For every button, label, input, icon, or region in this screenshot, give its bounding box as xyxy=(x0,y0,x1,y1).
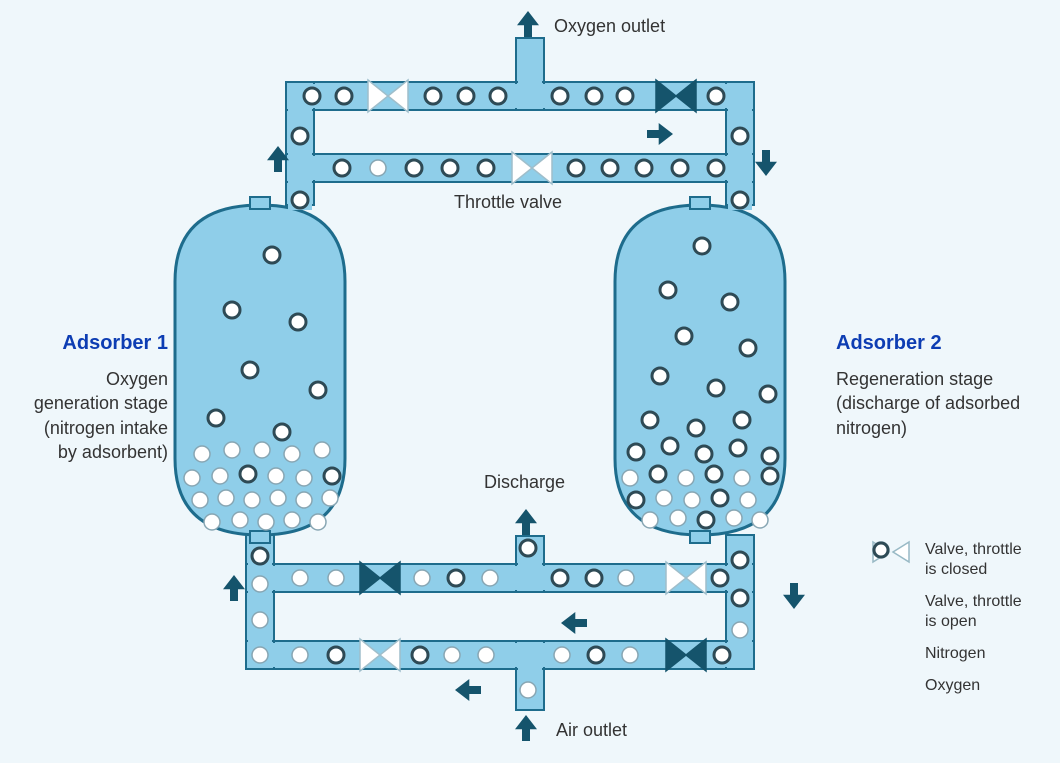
oxygen-outlet-label: Oxygen outlet xyxy=(554,14,665,38)
adsorber1-block: Adsorber 1 Oxygen generation stage (nitr… xyxy=(20,330,168,464)
adsorber2-title: Adsorber 2 xyxy=(836,330,1026,357)
throttle-valve-label: Throttle valve xyxy=(454,190,562,214)
legend: Valve, throttle is closed Valve, throttl… xyxy=(871,540,1035,708)
adsorber1-desc: Oxygen generation stage (nitrogen intake… xyxy=(20,367,168,464)
air-outlet-label: Air outlet xyxy=(556,718,627,742)
discharge-label: Discharge xyxy=(484,470,565,494)
adsorber1-title: Adsorber 1 xyxy=(20,330,168,357)
adsorber2-desc: Regeneration stage (discharge of adsorbe… xyxy=(836,367,1026,440)
legend-nitrogen: Nitrogen xyxy=(871,644,1035,664)
adsorber2-block: Adsorber 2 Regeneration stage (discharge… xyxy=(836,330,1026,440)
legend-oxygen: Oxygen xyxy=(871,676,1035,696)
legend-valve-open: Valve, throttle is open xyxy=(871,592,1035,632)
